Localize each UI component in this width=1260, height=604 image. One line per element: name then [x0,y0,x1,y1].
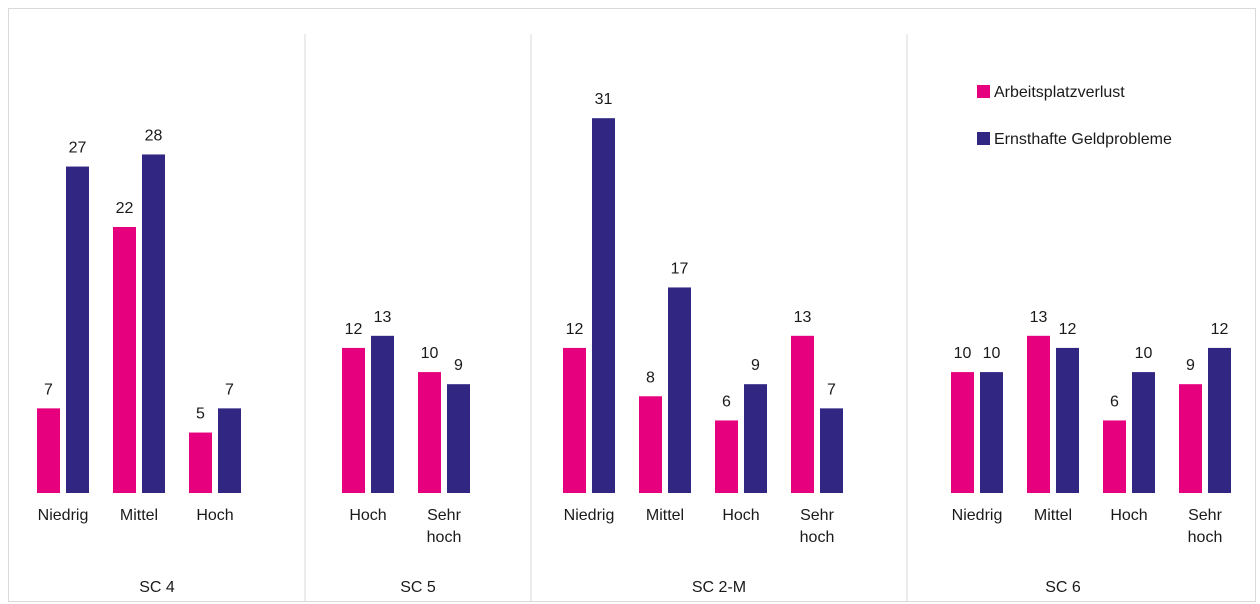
bar-sc-2-m-sehr-hoch-arbeitsplatzverlust [791,335,814,493]
group-label: SC 4 [139,579,175,596]
bar-sc-2-m-mittel-arbeitsplatzverlust [639,396,662,493]
bar-sc-2-m-sehr-hoch-ernsthafte-geldprobleme [820,408,843,493]
bar-sc-2-m-niedrig-ernsthafte-geldprobleme [592,118,615,493]
bar-sc-6-hoch-arbeitsplatzverlust [1103,420,1126,493]
data-label: 13 [1030,309,1048,326]
bar-sc-6-mittel-arbeitsplatzverlust [1027,335,1050,493]
category-label: Niedrig [952,507,1003,524]
data-label: 5 [196,406,205,423]
bar-sc-5-sehr-hoch-arbeitsplatzverlust [418,372,441,493]
data-label: 13 [794,309,812,326]
category-label: Niedrig [564,507,615,524]
bar-sc-4-niedrig-arbeitsplatzverlust [37,408,60,493]
data-label: 10 [1135,345,1153,362]
data-label: 28 [145,127,163,144]
data-label: 6 [722,393,731,410]
data-label: 6 [1110,393,1119,410]
category-label: hoch [1188,529,1223,546]
data-label: 12 [1059,321,1077,338]
category-label: hoch [427,529,462,546]
data-label: 10 [954,345,972,362]
data-label: 8 [646,369,655,386]
group-label: SC 2-M [692,579,746,596]
group-label: SC 6 [1045,579,1081,596]
data-label: 12 [1211,321,1229,338]
bar-sc-4-hoch-ernsthafte-geldprobleme [218,408,241,493]
category-label: hoch [800,529,835,546]
category-label: Hoch [196,507,233,524]
bar-sc-6-mittel-ernsthafte-geldprobleme [1056,347,1079,493]
category-label: Sehr [1188,507,1222,524]
bar-sc-4-mittel-arbeitsplatzverlust [113,227,136,493]
legend-label: Ernsthafte Geldprobleme [994,131,1172,148]
bar-sc-5-sehr-hoch-ernsthafte-geldprobleme [447,384,470,493]
chart-frame: 7 27 Niedrig 22 28 Mittel 5 7 Hoch SC 4 12 13 Hoch 10… [8,8,1256,602]
legend-label: Arbeitsplatzverlust [994,84,1125,101]
bar-sc-6-sehr-hoch-arbeitsplatzverlust [1179,384,1202,493]
data-label: 17 [671,260,689,277]
bar-sc-4-hoch-arbeitsplatzverlust [189,432,212,493]
data-label: 10 [983,345,1001,362]
bar-sc-6-niedrig-ernsthafte-geldprobleme [980,372,1003,493]
bar-sc-2-m-hoch-ernsthafte-geldprobleme [744,384,767,493]
data-label: 12 [345,321,363,338]
bar-sc-2-m-mittel-ernsthafte-geldprobleme [668,287,691,493]
category-label: Sehr [800,507,834,524]
data-label: 9 [1186,357,1195,374]
legend-swatch [977,85,990,98]
data-label: 22 [116,200,134,217]
bar-sc-6-niedrig-arbeitsplatzverlust [951,372,974,493]
data-label: 13 [374,309,392,326]
category-label: Mittel [646,507,684,524]
category-label: Mittel [1034,507,1072,524]
legend-swatch [977,132,990,145]
data-label: 9 [454,357,463,374]
data-label: 27 [69,140,87,157]
category-label: Hoch [1110,507,1147,524]
category-label: Sehr [427,507,461,524]
bar-sc-6-sehr-hoch-ernsthafte-geldprobleme [1208,347,1231,493]
data-label: 12 [566,321,584,338]
category-label: Hoch [722,507,759,524]
bar-sc-4-niedrig-ernsthafte-geldprobleme [66,166,89,493]
data-label: 7 [225,381,234,398]
bar-sc-5-hoch-ernsthafte-geldprobleme [371,335,394,493]
category-label: Hoch [349,507,386,524]
bar-sc-5-hoch-arbeitsplatzverlust [342,347,365,493]
data-label: 9 [751,357,760,374]
bar-sc-6-hoch-ernsthafte-geldprobleme [1132,372,1155,493]
data-label: 10 [421,345,439,362]
bar-sc-4-mittel-ernsthafte-geldprobleme [142,154,165,494]
data-label: 31 [595,91,613,108]
group-label: SC 5 [400,579,436,596]
category-label: Mittel [120,507,158,524]
data-label: 7 [827,381,836,398]
bar-sc-2-m-niedrig-arbeitsplatzverlust [563,347,586,493]
bar-chart: 7 27 Niedrig 22 28 Mittel 5 7 Hoch SC 4 12 13 Hoch 10… [37,34,1231,601]
bar-sc-2-m-hoch-arbeitsplatzverlust [715,420,738,493]
category-label: Niedrig [38,507,89,524]
data-label: 7 [44,381,53,398]
